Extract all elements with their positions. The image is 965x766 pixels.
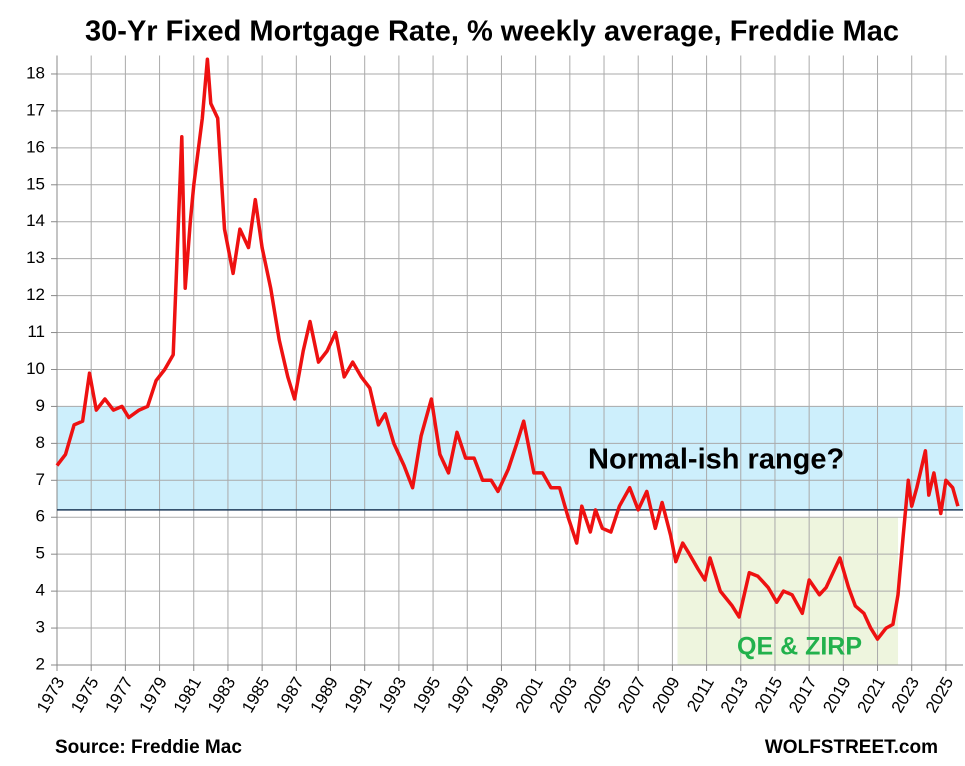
x-tick-label: 2013 (717, 674, 752, 716)
band (57, 406, 963, 510)
y-tick-label: 12 (26, 285, 45, 304)
x-tick-label: 2019 (819, 674, 854, 716)
x-tick-label: 2021 (854, 674, 889, 716)
x-tick-label: 1987 (272, 674, 307, 716)
x-tick-label: 1995 (409, 674, 444, 716)
x-tick-label: 1999 (477, 674, 512, 716)
x-tick-label: 2015 (751, 674, 786, 716)
x-tick-label: 2023 (888, 674, 923, 716)
y-tick-label: 4 (36, 581, 45, 600)
credit: WOLFSTREET.com (765, 737, 938, 758)
y-tick-label: 10 (26, 359, 45, 378)
x-tick-label: 2011 (683, 674, 718, 715)
data-line (55, 57, 960, 641)
x-tick-label: 1973 (33, 674, 68, 716)
y-tick-label: 2 (36, 654, 45, 673)
y-tick-label: 5 (36, 544, 45, 563)
x-tick-label: 1993 (375, 674, 410, 716)
y-tick-label: 17 (26, 100, 45, 119)
x-tick-label: 2003 (546, 674, 581, 716)
y-tick-label: 9 (36, 396, 45, 415)
y-tick-label: 6 (36, 507, 45, 526)
y-tick-label: 15 (26, 174, 45, 193)
shaded-label: QE & ZIRP (737, 633, 862, 661)
x-tick-label: 1985 (238, 674, 273, 716)
x-tick-label: 2007 (614, 674, 649, 716)
x-tick-label: 1981 (170, 674, 205, 716)
y-tick-label: 7 (36, 470, 45, 489)
y-tick-label: 18 (26, 63, 45, 82)
x-tick-label: 2025 (922, 674, 957, 716)
x-tick-label: 1977 (101, 674, 136, 716)
chart-title: 30-Yr Fixed Mortgage Rate, % weekly aver… (85, 16, 899, 48)
y-tick-label: 8 (36, 433, 45, 452)
x-tick-label: 2009 (648, 674, 683, 716)
x-tick-label: 2005 (580, 674, 615, 716)
y-tick-label: 13 (26, 248, 45, 267)
y-tick-label: 3 (36, 618, 45, 637)
x-tick-label: 2017 (785, 674, 820, 716)
y-tick-label: 11 (27, 322, 45, 341)
y-tick-label: 14 (26, 211, 45, 230)
x-tick-label: 1989 (306, 674, 341, 716)
y-tick-label: 16 (26, 137, 45, 156)
x-tick-label: 1975 (67, 674, 102, 716)
x-tick-label: 1983 (204, 674, 239, 716)
x-tick-label: 2001 (512, 674, 547, 716)
x-tick-label: 1997 (443, 674, 478, 716)
x-tick-label: 1991 (341, 674, 376, 716)
band-label: Normal-ish range? (588, 444, 844, 476)
source: Source: Freddie Mac (55, 737, 242, 758)
x-tick-label: 1979 (136, 674, 171, 716)
